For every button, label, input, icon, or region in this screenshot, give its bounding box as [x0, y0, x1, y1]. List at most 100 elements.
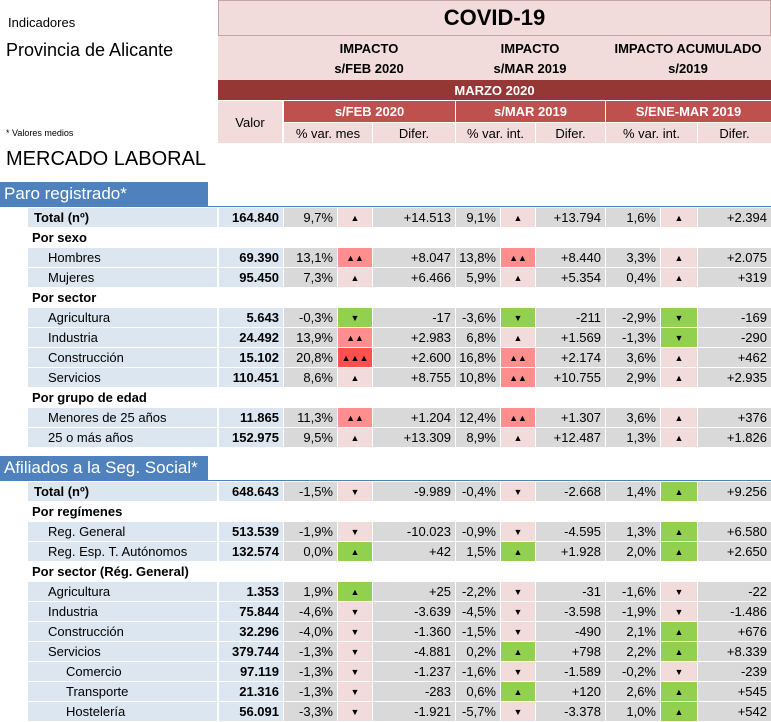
cell-value: 3,6%: [606, 348, 660, 367]
cell-value: -3,3%: [284, 702, 337, 721]
arrow: ▲: [501, 682, 535, 701]
cell-value: +2.983: [373, 328, 455, 347]
cell-value: -31: [536, 582, 605, 601]
arrow: ▼: [338, 702, 372, 721]
cell-value: -211: [536, 308, 605, 327]
row-label-bg: [28, 408, 217, 427]
arrow: ▲: [661, 268, 697, 287]
arrow: ▼: [661, 602, 697, 621]
cell-value: -4,0%: [284, 622, 337, 641]
arrow: ▲: [501, 208, 535, 227]
cell-value: 1,0%: [606, 702, 660, 721]
section-rule: [0, 480, 771, 481]
arrow: ▲: [661, 542, 697, 561]
arrow: ▲▲: [338, 248, 372, 267]
cell-value: -283: [373, 682, 455, 701]
arrow: ▼: [338, 602, 372, 621]
row-label-bg: [28, 368, 217, 387]
arrow: ▼: [338, 622, 372, 641]
cell-value: +25: [373, 582, 455, 601]
cell-value: +14.513: [373, 208, 455, 227]
arrow: ▲▲: [501, 368, 535, 387]
arrow: ▲: [501, 268, 535, 287]
arrow: ▲: [338, 428, 372, 447]
row-label-bg: [28, 328, 217, 347]
section-title: Afiliados a la Seg. Social*: [0, 456, 208, 480]
arrow: ▲: [661, 428, 697, 447]
cell-value: -4,6%: [284, 602, 337, 621]
cell-value: +8.755: [373, 368, 455, 387]
row-label-bg: [28, 208, 217, 227]
section-rule: [0, 206, 771, 207]
indicators-label: Indicadores: [8, 14, 76, 30]
impact-basis: s/2019: [668, 60, 708, 76]
cell-value: -1,6%: [606, 582, 660, 601]
cell-value: -3.639: [373, 602, 455, 621]
row-label: Agricultura: [48, 310, 111, 325]
cell-value: +2.174: [536, 348, 605, 367]
cell-value: 8,6%: [284, 368, 337, 387]
cell-value: 1,6%: [606, 208, 660, 227]
cell-value: -2,9%: [606, 308, 660, 327]
row-label: Comercio: [66, 664, 122, 679]
impact-title: IMPACTO: [500, 40, 560, 56]
cell-value: -3,6%: [456, 308, 500, 327]
impact-basis: s/FEB 2020: [334, 60, 404, 76]
cell-value: -0,9%: [456, 522, 500, 541]
cell-value: +462: [698, 348, 771, 367]
row-label: Construcción: [48, 624, 124, 639]
cell-value: -1,5%: [456, 622, 500, 641]
arrow: ▼: [501, 602, 535, 621]
arrow: ▲: [661, 622, 697, 641]
cell-value: 8,9%: [456, 428, 500, 447]
row-label-bg: [28, 268, 217, 287]
cell-value: +120: [536, 682, 605, 701]
cell-value: -10.023: [373, 522, 455, 541]
cell-value: -239: [698, 662, 771, 681]
cell-value: +1.569: [536, 328, 605, 347]
arrow: ▲: [661, 522, 697, 541]
arrow: ▼: [501, 662, 535, 681]
arrow: ▼: [338, 642, 372, 661]
arrow: ▼: [338, 522, 372, 541]
row-label: Menores de 25 años: [48, 410, 167, 425]
cell-value: 32.296: [219, 622, 283, 641]
cell-value: -1.237: [373, 662, 455, 681]
cell-value: +5.354: [536, 268, 605, 287]
cell-value: -22: [698, 582, 771, 601]
arrow: ▲: [338, 542, 372, 561]
cell-value: +6.466: [373, 268, 455, 287]
measure: % var. int.: [606, 123, 697, 143]
row-label: Industria: [48, 330, 98, 345]
row-label: Total (nº): [34, 210, 90, 225]
cell-value: +1.307: [536, 408, 605, 427]
row-label: Reg. Esp. T. Autónomos: [48, 544, 188, 559]
cell-value: -3.598: [536, 602, 605, 621]
impact-basis: s/MAR 2019: [493, 60, 567, 76]
cell-value: +8.440: [536, 248, 605, 267]
cell-value: -2,2%: [456, 582, 500, 601]
row-label-bg: [28, 622, 217, 641]
cell-value: +13.794: [536, 208, 605, 227]
cell-value: -1,9%: [606, 602, 660, 621]
cell-value: -0,2%: [606, 662, 660, 681]
cell-value: 7,3%: [284, 268, 337, 287]
note: * Valores medios: [6, 128, 74, 138]
row-label-bg: [28, 682, 217, 701]
group-label: Por grupo de edad: [32, 390, 147, 405]
cell-value: 6,8%: [456, 328, 500, 347]
arrow: ▲: [501, 542, 535, 561]
group-label: Por sector: [32, 290, 97, 305]
arrow: ▲▲: [338, 328, 372, 347]
arrow: ▲▲▲: [338, 348, 372, 367]
cell-value: 648.643: [219, 482, 283, 501]
cell-value: -5,7%: [456, 702, 500, 721]
cell-value: -490: [536, 622, 605, 641]
title: COVID-19: [218, 0, 771, 36]
arrow: ▲: [501, 428, 535, 447]
cell-value: +2.650: [698, 542, 771, 561]
cell-value: 97.119: [219, 662, 283, 681]
comparison: s/MAR 2019: [456, 101, 605, 122]
cell-value: +12.487: [536, 428, 605, 447]
